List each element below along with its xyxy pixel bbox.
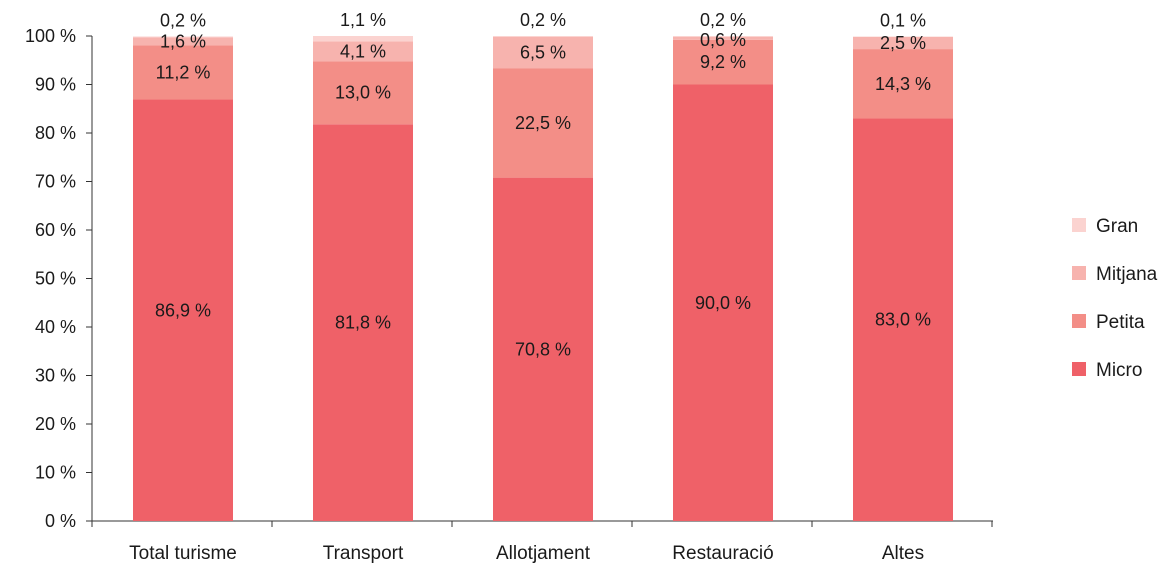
legend-swatch xyxy=(1072,266,1086,280)
legend-item-mitjana: Mitjana xyxy=(1072,264,1158,285)
data-label-mitjana: 1,6 % xyxy=(160,31,206,51)
bar-segment-micro xyxy=(493,177,593,521)
legend-item-gran: Gran xyxy=(1072,216,1138,237)
bar-segment-micro xyxy=(313,124,413,522)
legend-swatch xyxy=(1072,218,1086,232)
y-tick-label: 80 % xyxy=(35,123,76,143)
x-axis: Total turisme Transport Allotjament Restaur… xyxy=(91,520,993,564)
x-category-label: Restauració xyxy=(672,543,773,564)
legend-swatch xyxy=(1072,362,1086,376)
bar-segment-petita xyxy=(673,39,773,85)
x-category-label: Allotjament xyxy=(496,543,591,564)
data-label-micro: 90,0 % xyxy=(695,293,751,313)
bar-segment-gran xyxy=(313,36,413,42)
bar-segment-micro xyxy=(133,99,233,521)
bar-segment-mitjana xyxy=(853,36,953,50)
bar-segment-gran xyxy=(493,36,593,37)
data-label-mitjana: 2,5 % xyxy=(880,33,926,53)
bar-segment-mitjana xyxy=(673,36,773,40)
y-tick-label: 40 % xyxy=(35,317,76,337)
y-tick-label: 100 % xyxy=(25,26,76,46)
bar-segment-mitjana xyxy=(313,41,413,62)
data-label-gran: 0,2 % xyxy=(700,10,746,30)
legend-label: Micro xyxy=(1096,360,1142,381)
data-label-petita: 11,2 % xyxy=(156,62,211,82)
bar-stacks xyxy=(133,36,953,522)
y-tick-label: 60 % xyxy=(35,220,76,240)
legend-label: Petita xyxy=(1096,312,1145,333)
data-label-micro: 83,0 % xyxy=(875,310,931,330)
y-tick-label: 0 % xyxy=(45,511,76,531)
data-label-micro: 81,8 % xyxy=(335,313,391,333)
data-label-gran: 0,2 % xyxy=(160,10,206,30)
bar-segment-petita xyxy=(853,49,953,119)
legend-swatch xyxy=(1072,314,1086,328)
data-labels: 86,9 %11,2 %1,6 %0,2 %81,8 %13,0 %4,1 %1… xyxy=(155,10,931,359)
bar-segment-petita xyxy=(133,45,233,100)
data-label-gran: 0,2 % xyxy=(520,10,566,30)
data-label-petita: 13,0 % xyxy=(335,83,391,103)
y-tick-label: 90 % xyxy=(35,75,76,95)
data-label-mitjana: 4,1 % xyxy=(340,41,386,61)
x-category-label: Transport xyxy=(323,543,404,564)
legend-item-micro: Micro xyxy=(1072,360,1142,381)
bar-segment-micro xyxy=(673,84,773,521)
bar-segment-petita xyxy=(313,61,413,125)
data-label-mitjana: 0,6 % xyxy=(700,30,746,50)
data-label-petita: 9,2 % xyxy=(700,52,746,72)
legend-label: Mitjana xyxy=(1096,264,1158,285)
legend: Gran Mitjana Petita Micro xyxy=(1072,216,1158,381)
data-label-petita: 22,5 % xyxy=(515,113,571,133)
legend-item-petita: Petita xyxy=(1072,312,1145,333)
bar-segment-mitjana xyxy=(493,36,593,69)
legend-label: Gran xyxy=(1096,216,1138,237)
bar-segment-gran xyxy=(133,36,233,38)
y-tick-label: 10 % xyxy=(35,463,76,483)
x-category-label: Altes xyxy=(882,543,924,564)
y-tick-label: 20 % xyxy=(35,414,76,434)
y-axis: 0 % 10 % 20 % 30 % 40 % 50 % 60 % 70 % 80 % 90 % 1… xyxy=(25,26,93,531)
bar-segment-mitjana xyxy=(133,37,233,46)
y-tick-label: 50 % xyxy=(35,269,76,289)
y-tick-label: 30 % xyxy=(35,366,76,386)
bar-segment-micro xyxy=(853,118,953,521)
data-label-micro: 86,9 % xyxy=(155,300,211,320)
bar-segment-gran xyxy=(673,36,773,37)
data-label-petita: 14,3 % xyxy=(875,74,931,94)
data-label-gran: 1,1 % xyxy=(340,10,386,30)
data-label-gran: 0,1 % xyxy=(880,10,926,30)
y-tick-label: 70 % xyxy=(35,172,76,192)
bar-segment-petita xyxy=(493,68,593,178)
data-label-micro: 70,8 % xyxy=(515,339,571,359)
data-label-mitjana: 6,5 % xyxy=(520,43,566,63)
x-category-label: Total turisme xyxy=(129,543,237,564)
